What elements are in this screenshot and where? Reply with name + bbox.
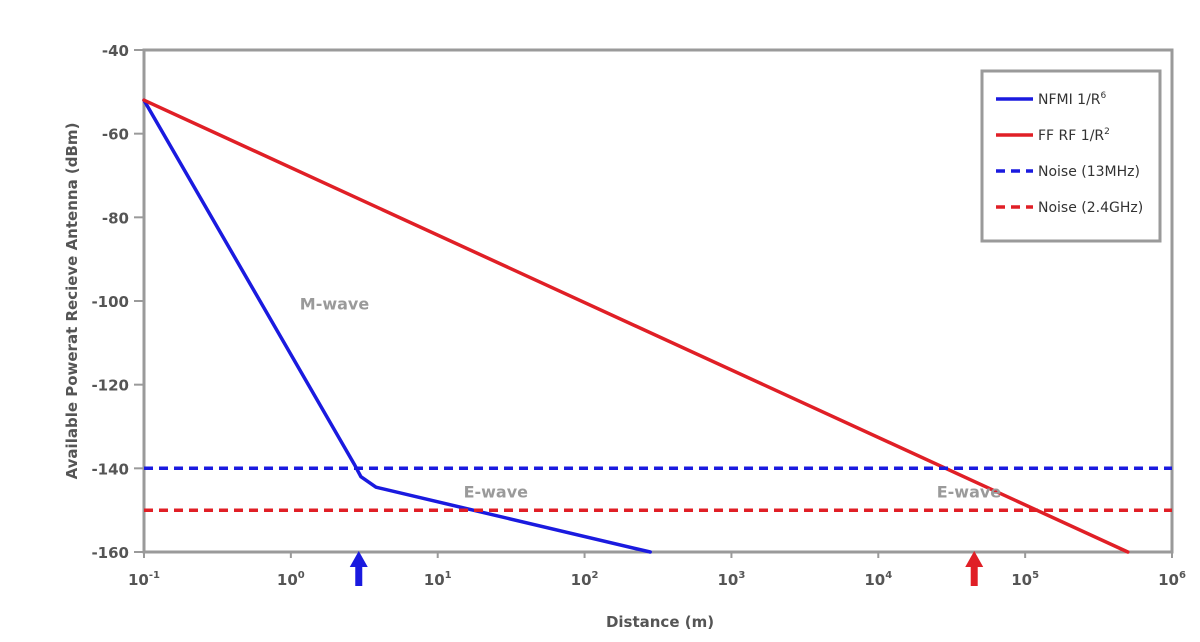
y-tick-label: -80	[102, 209, 129, 227]
y-tick-label: -40	[102, 42, 129, 60]
legend-label: NFMI 1/R6	[1038, 91, 1107, 108]
annotations: M-wave E-wave E-wave	[300, 294, 1002, 501]
legend: NFMI 1/R6 FF RF 1/R2 Noise (13MHz) Noise (2…	[980, 69, 1162, 243]
x-axis-title: Distance (m)	[606, 613, 714, 631]
series-line-1	[142, 98, 652, 554]
marker-arrow-head	[965, 551, 984, 567]
x-tick-label: 104	[864, 570, 892, 589]
markers	[349, 551, 984, 586]
marker-arrow-head	[349, 551, 368, 567]
x-tick-label: 103	[718, 570, 746, 589]
annotation-label: M-wave	[300, 294, 370, 313]
legend-label: Noise (13MHz)	[1038, 164, 1140, 180]
series-line-2	[142, 98, 1130, 554]
legend-label: Noise (2.4GHz)	[1038, 200, 1143, 216]
y-axis-title: Available Powerat Recieve Antenna (dBm)	[63, 123, 81, 480]
marker-arrow-shaft	[355, 566, 363, 586]
series-layer	[142, 98, 1172, 554]
x-tick-label: 106	[1158, 570, 1186, 589]
y-tick-label: -60	[102, 126, 129, 144]
y-tick-label: -120	[91, 377, 129, 395]
y-tick-label: -140	[91, 460, 129, 478]
y-tick-label: -100	[91, 293, 129, 311]
y-axis-ticks: -40 -60 -80 -100 -120 -140 -160	[91, 42, 144, 562]
x-tick-label: 10-1	[128, 570, 160, 589]
legend-label: FF RF 1/R2	[1038, 127, 1110, 144]
x-axis-ticks: 10-1 100 101 102 103 104 105 106	[128, 552, 1186, 589]
x-tick-label: 100	[277, 570, 305, 589]
y-tick-label: -160	[91, 544, 129, 562]
x-tick-label: 105	[1011, 570, 1039, 589]
x-tick-label: 101	[424, 570, 452, 589]
annotation-label: E-wave	[464, 483, 529, 502]
x-tick-label: 102	[571, 570, 599, 589]
annotation-label: E-wave	[937, 483, 1002, 502]
marker-arrow-shaft	[970, 566, 978, 586]
